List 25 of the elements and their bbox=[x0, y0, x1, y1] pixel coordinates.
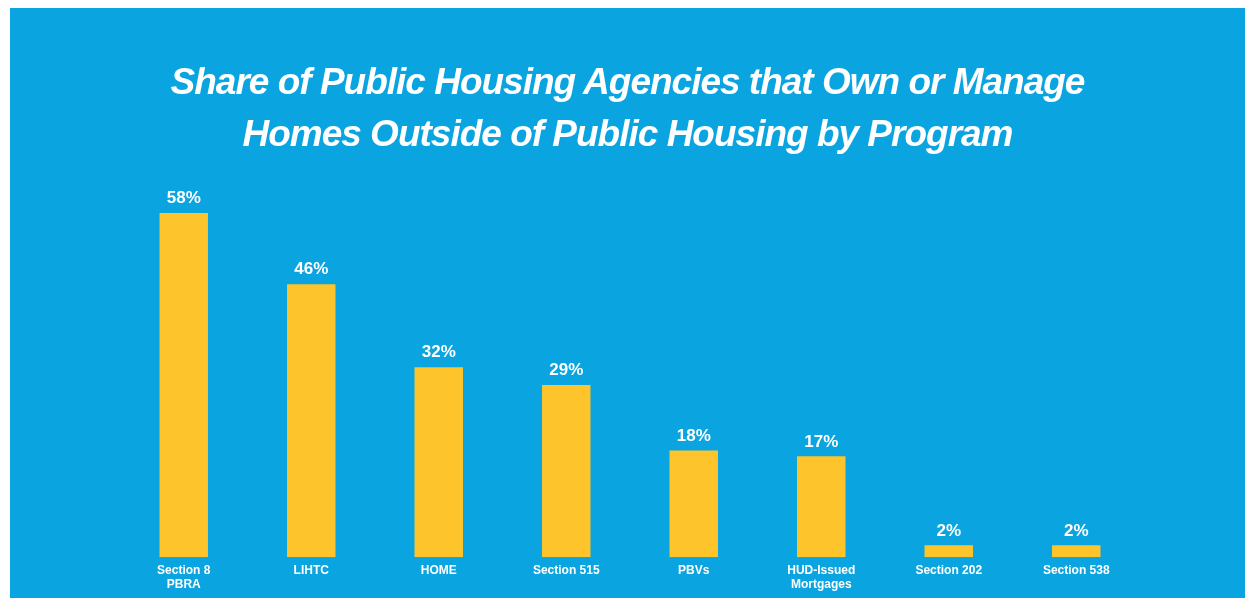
data-label: 32% bbox=[421, 342, 456, 362]
x-tick-label: PBVs bbox=[678, 562, 710, 577]
data-label: 18% bbox=[676, 425, 711, 445]
bar bbox=[1052, 545, 1101, 558]
x-tick-label: Section 202 bbox=[915, 562, 983, 577]
data-label: 2% bbox=[936, 520, 962, 540]
data-label: 2% bbox=[1063, 520, 1089, 540]
bar bbox=[924, 545, 973, 558]
bar bbox=[414, 367, 463, 558]
chart-title: Share of Public Housing Agencies that Own or Manage Homes Outside of Public Housing by Program bbox=[169, 60, 1086, 156]
data-label: 58% bbox=[166, 188, 201, 208]
bar bbox=[287, 284, 336, 558]
x-tick-label: Section 8 PBRA bbox=[157, 562, 211, 592]
x-tick-label: Section 515 bbox=[532, 562, 600, 577]
x-tick-label: Section 538 bbox=[1042, 562, 1110, 577]
bar bbox=[797, 456, 846, 558]
bar bbox=[542, 385, 591, 558]
data-label: 46% bbox=[294, 259, 329, 279]
bar bbox=[669, 450, 718, 558]
x-tick-label: HUD-Issued Mortgages bbox=[787, 562, 856, 592]
bar bbox=[159, 213, 208, 558]
data-label: 17% bbox=[804, 431, 839, 451]
x-tick-label: LIHTC bbox=[293, 562, 330, 577]
data-label: 29% bbox=[549, 360, 584, 380]
x-tick-label: HOME bbox=[420, 562, 457, 577]
